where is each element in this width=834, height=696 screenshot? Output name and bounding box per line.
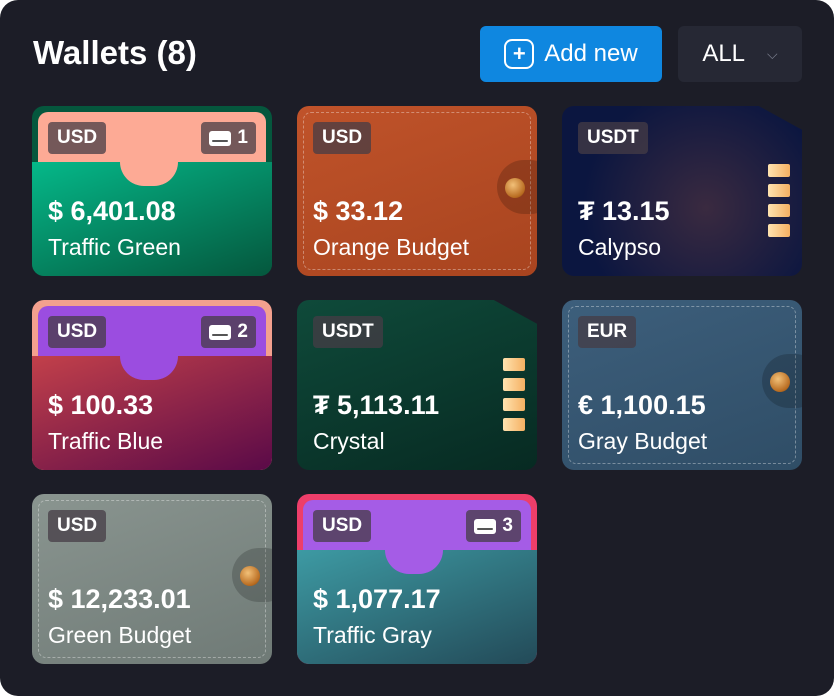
add-new-button[interactable]: + Add new (480, 26, 662, 82)
currency-badge: EUR (578, 316, 637, 348)
wallet-amount: $ 100.33 (48, 390, 154, 420)
currency-badge: USDT (313, 316, 383, 348)
card-count: 2 (237, 321, 248, 342)
credit-card-icon (474, 518, 497, 534)
chip-icon (503, 418, 525, 431)
wallet-card-leather[interactable]: EUR € 1,100.15 Gray Budget (562, 300, 802, 470)
chevron-down-icon: ⌵ (767, 45, 778, 62)
currency-badge: USD (313, 122, 372, 154)
credit-card-icon (209, 324, 232, 340)
card-count-badge: 2 (201, 316, 256, 348)
page-title: Wallets (8) (33, 34, 197, 71)
wallet-amount: $ 1,077.17 (313, 584, 441, 614)
add-new-label: Add new (544, 40, 638, 67)
wallet-amount: $ 33.12 (313, 196, 404, 226)
chip-icon (768, 164, 790, 177)
chip-icon (503, 358, 525, 371)
card-count-badge: 1 (201, 122, 256, 154)
wallet-amount: ₮ 5,113.11 (313, 390, 440, 420)
currency-badge: USD (313, 510, 372, 542)
currency-badge: USD (48, 316, 107, 348)
stitching (303, 112, 531, 270)
filter-value: ALL (702, 40, 746, 67)
chip-strip (503, 358, 525, 431)
wallet-card-traffic[interactable]: USD 2 $ 100.33 Traffic Blue (32, 300, 272, 470)
wallet-card-crypto[interactable]: USDT ₮ 5,113.11 Crystal (297, 300, 537, 470)
wallet-name: Crystal (313, 428, 385, 454)
wallet-card-crypto[interactable]: USDT ₮ 13.15 Calypso (562, 106, 802, 276)
card-count-badge: 3 (466, 510, 521, 542)
currency-badge: USDT (578, 122, 648, 154)
chip-strip (768, 164, 790, 237)
credit-card-icon (209, 130, 232, 146)
wallet-name: Orange Budget (313, 234, 470, 260)
wallet-card-leather[interactable]: USD $ 12,233.01 Green Budget (32, 494, 272, 664)
chip-icon (503, 398, 525, 411)
wallet-name: Gray Budget (578, 428, 708, 454)
card-count: 1 (237, 127, 248, 148)
wallet-name: Green Budget (48, 622, 192, 648)
wallet-card-traffic[interactable]: USD 1 $ 6,401.08 Traffic Green (32, 106, 272, 276)
chip-icon (503, 378, 525, 391)
wallet-name: Calypso (578, 234, 662, 260)
snap-button-icon (240, 566, 260, 586)
wallet-card-traffic[interactable]: USD 3 $ 1,077.17 Traffic Gray (297, 494, 537, 664)
chip-icon (768, 224, 790, 237)
wallet-amount: $ 12,233.01 (48, 584, 191, 614)
stitching (568, 306, 796, 464)
chip-icon (768, 204, 790, 217)
wallet-card-leather[interactable]: USD $ 33.12 Orange Budget (297, 106, 537, 276)
wallet-amount: € 1,100.15 (578, 390, 706, 420)
wallet-name: Traffic Green (48, 234, 181, 260)
wallet-amount: $ 6,401.08 (48, 196, 176, 226)
snap-button-icon (505, 178, 525, 198)
card-count: 3 (502, 515, 513, 536)
wallet-name: Traffic Gray (313, 622, 432, 648)
chip-icon (768, 184, 790, 197)
currency-badge: USD (48, 122, 107, 154)
plus-icon: + (504, 39, 535, 69)
snap-button-icon (770, 372, 790, 392)
filter-dropdown[interactable]: ALL ⌵ (678, 26, 802, 82)
wallet-amount: ₮ 13.15 (578, 196, 670, 226)
stitching (38, 500, 266, 658)
wallet-name: Traffic Blue (48, 428, 164, 454)
currency-badge: USD (48, 510, 107, 542)
